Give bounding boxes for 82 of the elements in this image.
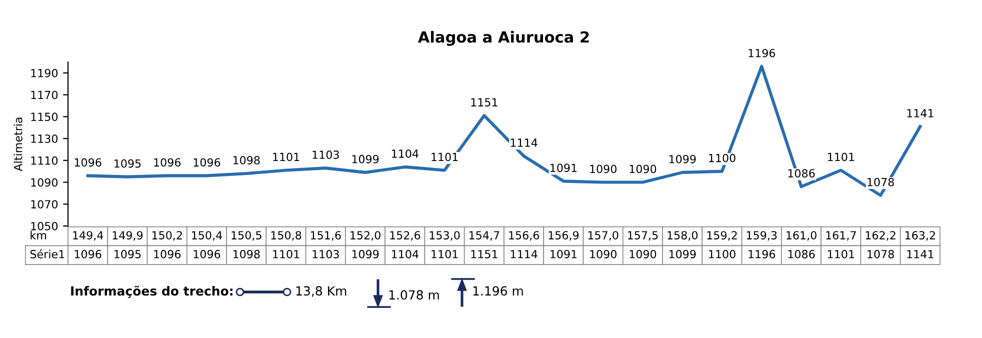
annotation: 1101 xyxy=(273,152,300,162)
x-tick-label: 161,7 xyxy=(826,231,856,241)
x-tick-label: 149,9 xyxy=(112,231,143,241)
data-label: 1090 xyxy=(630,250,656,258)
data-label: 1101 xyxy=(828,250,854,258)
annotation: 1099 xyxy=(669,154,696,164)
y-tick-label: 1150 xyxy=(31,112,58,122)
data-label: 1114 xyxy=(510,250,538,258)
annotation: 1141 xyxy=(907,109,934,118)
annotation: 1100 xyxy=(709,154,736,162)
x-tick-label: 154,7 xyxy=(470,231,500,241)
x-tick-label: 158,0 xyxy=(668,231,698,241)
x-tick-label: 162,2 xyxy=(866,231,896,241)
x-tick-label: 161,0 xyxy=(786,231,816,241)
annotation: 1098 xyxy=(233,156,260,164)
data-label: 1103 xyxy=(312,250,339,258)
annotation: 1103 xyxy=(312,150,339,159)
data-label: 1101 xyxy=(273,250,300,258)
y-tick-label: 1090 xyxy=(31,178,58,187)
x-tick-label: 151,6 xyxy=(310,231,341,241)
annotation: 1090 xyxy=(630,164,656,174)
data-label: 1096 xyxy=(74,250,102,258)
y-tick-label: 1190 xyxy=(31,68,58,78)
annotation: 1104 xyxy=(392,149,418,158)
annotation: 1196 xyxy=(748,48,776,58)
data-label: 1091 xyxy=(550,250,577,258)
y-tick-label: 1050 xyxy=(31,222,58,230)
y-tick-label: 1170 xyxy=(31,90,58,100)
x-tick-label: 156,9 xyxy=(548,231,579,241)
annotation: 1091 xyxy=(550,164,577,172)
data-label: 1078 xyxy=(868,250,894,258)
annotation: 1099 xyxy=(352,154,379,164)
annotation: 1096 xyxy=(154,158,181,167)
x-tick-label: 157,5 xyxy=(628,231,658,241)
annotation: 1090 xyxy=(590,164,616,174)
data-label: 1098 xyxy=(233,250,260,258)
data-label: 1101 xyxy=(432,250,458,258)
annotation: 1096 xyxy=(194,158,220,167)
chart-title: Alagoa a Aiuruoca 2 xyxy=(418,30,589,46)
x-tick-label: 156,6 xyxy=(509,231,540,241)
text: 13,8 Km xyxy=(296,286,346,297)
text: 1.196 m xyxy=(473,286,523,296)
annotation: 1095 xyxy=(114,159,141,168)
text: 1.078 m xyxy=(389,290,439,300)
data-label: 1141 xyxy=(907,250,934,258)
x-tick-label: 150,8 xyxy=(271,231,302,241)
annotation: 1114 xyxy=(510,138,538,147)
y-axis-title: Altimetria xyxy=(14,118,22,172)
x-tick-label: 157,0 xyxy=(588,231,618,241)
data-label: 1196 xyxy=(748,250,776,258)
x-tick-label: 163,2 xyxy=(906,231,935,241)
data-label: 1099 xyxy=(352,250,379,258)
x-tick-label: 153,0 xyxy=(430,231,460,241)
annotation: 1101 xyxy=(828,152,854,162)
data-label: 1096 xyxy=(194,250,220,258)
data-label: 1151 xyxy=(471,250,498,258)
data-label: 1100 xyxy=(709,250,736,258)
data-label: 1086 xyxy=(788,250,815,258)
annotation: 1086 xyxy=(788,169,815,178)
data-label: 1095 xyxy=(114,250,141,258)
x-tick-label: 150,2 xyxy=(152,231,182,241)
x-tick-label: 150,4 xyxy=(192,231,222,241)
y-tick-label: 1130 xyxy=(31,134,58,143)
x-tick-label: 152,6 xyxy=(390,231,420,241)
data-label: 1096 xyxy=(154,250,181,258)
y-tick-label: 1110 xyxy=(31,156,58,165)
y-tick-label: 1070 xyxy=(31,200,58,209)
annotation: 1096 xyxy=(74,158,102,167)
text: Informações do trecho: xyxy=(71,286,232,298)
x-tick-label: 159,2 xyxy=(707,231,737,241)
x-axis-title: km xyxy=(30,230,46,240)
annotation: 1101 xyxy=(432,152,458,162)
x-tick-label: 149,4 xyxy=(73,231,104,241)
data-label: 1104 xyxy=(392,250,418,258)
data-label: 1099 xyxy=(669,250,696,258)
text: Série1 xyxy=(30,249,64,258)
data-label: 1090 xyxy=(590,250,616,258)
x-tick-label: 152,0 xyxy=(350,231,380,241)
annotation: 1078 xyxy=(868,178,894,186)
annotation: 1151 xyxy=(471,98,498,106)
x-tick-label: 159,3 xyxy=(746,231,777,241)
x-tick-label: 150,5 xyxy=(232,231,262,241)
